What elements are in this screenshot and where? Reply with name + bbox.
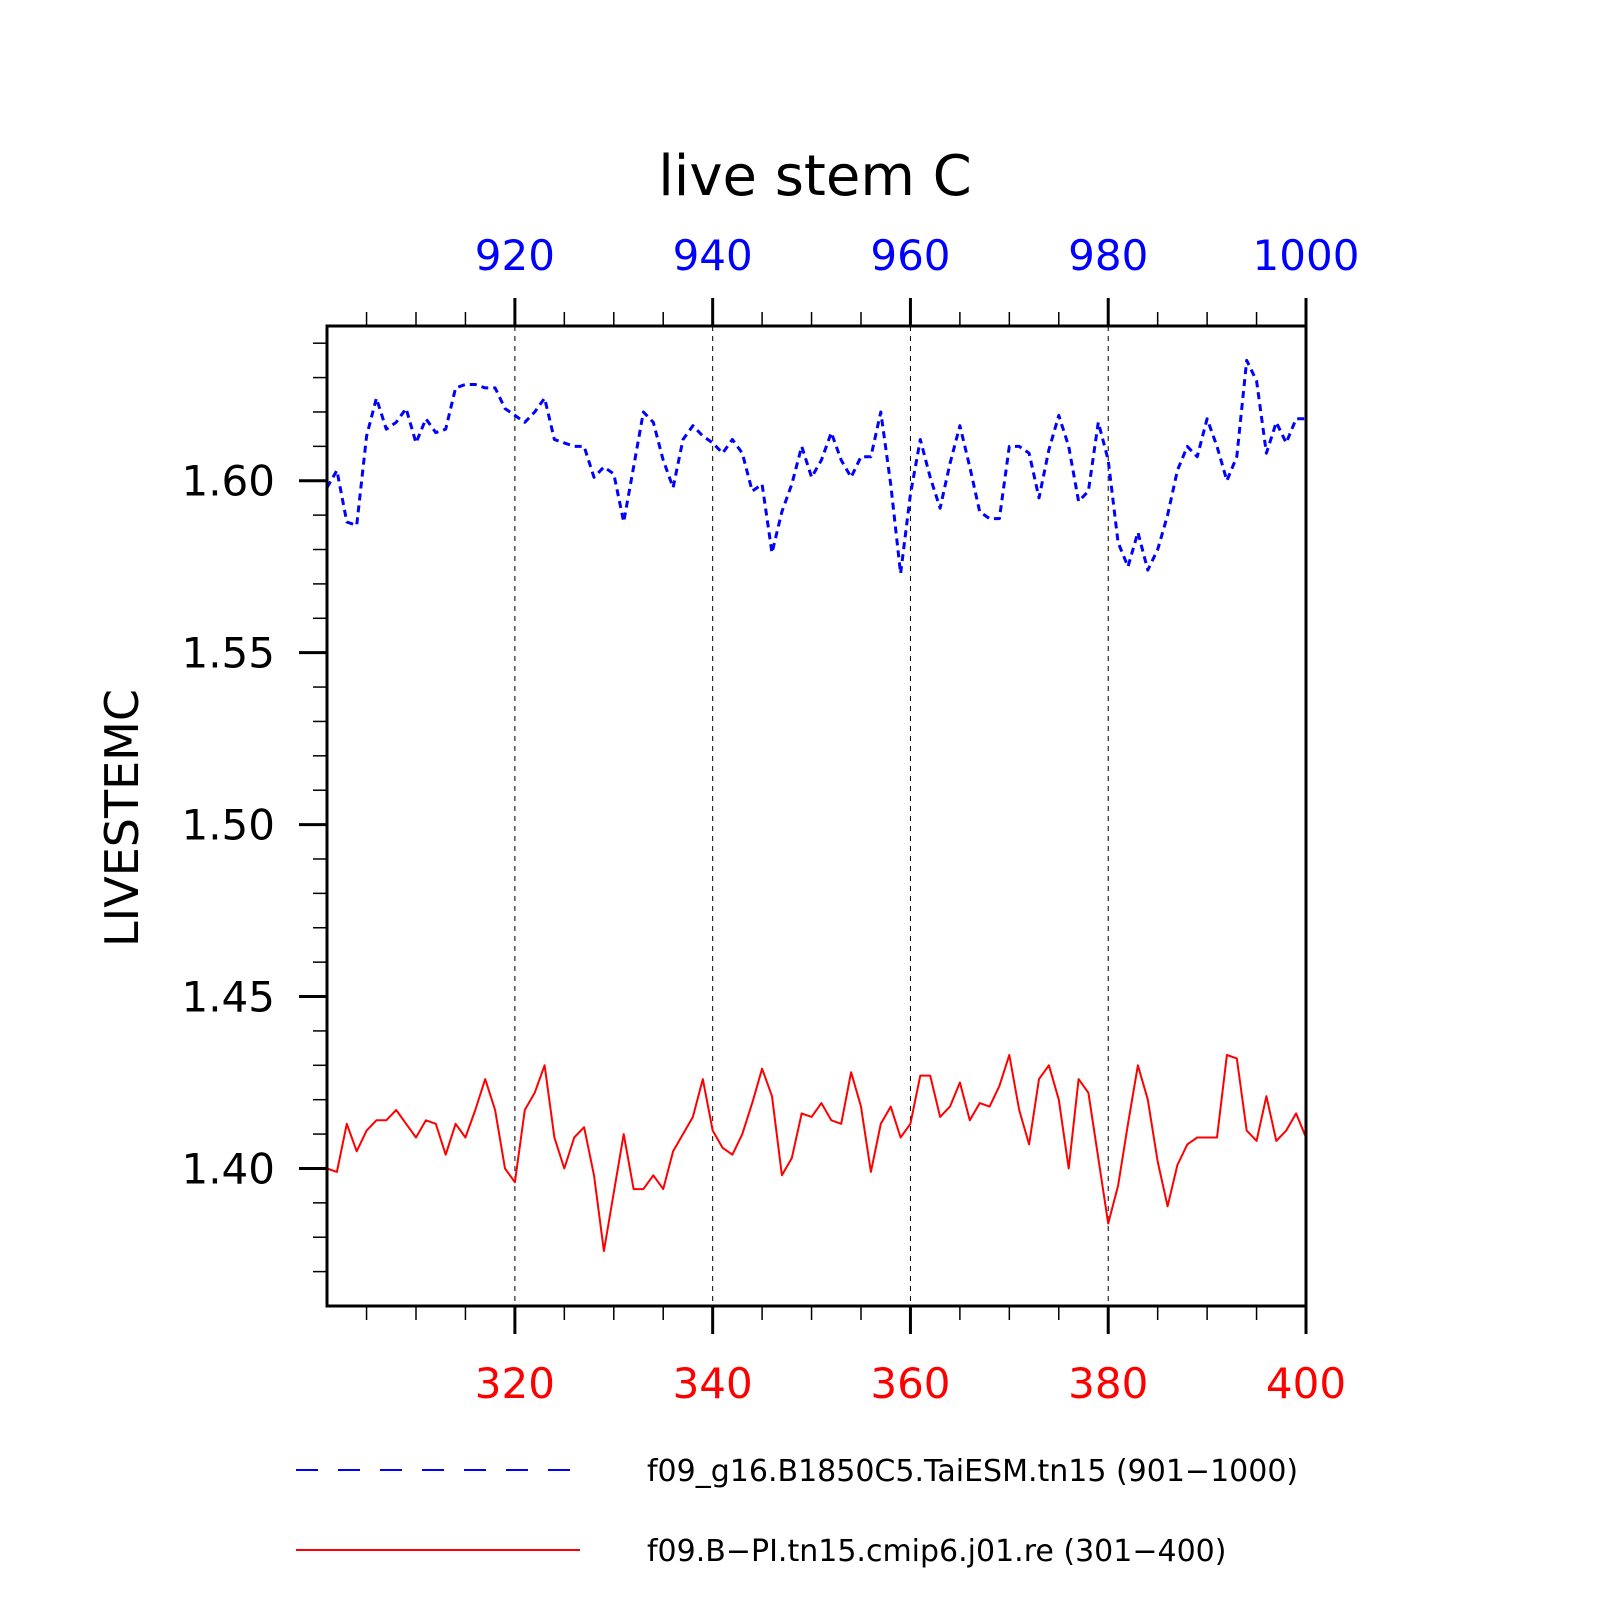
legend-label-blue: f09_g16.B1850C5.TaiESM.tn15 (901−1000) [647,1454,1298,1489]
series-layer [325,358,1307,1252]
y-tick-label-1.60: 1.60 [181,457,275,506]
legend: f09_g16.B1850C5.TaiESM.tn15 (901−1000) f… [296,1454,1298,1569]
y-tick-label-1.55: 1.55 [181,629,275,678]
top-tick-label-960: 960 [870,231,950,280]
plot-frame [325,324,1308,1308]
series-line-red [326,1054,1307,1252]
legend-label-red: f09.B−PI.tn15.cmip6.j01.re (301−400) [647,1534,1226,1569]
y-tick-label-1.50: 1.50 [181,801,275,850]
tick-marks [299,298,1308,1334]
bottom-tick-label-380: 380 [1068,1359,1148,1408]
tick-labels: 320 340 360 380 400 920 940 960 980 1000 1.40 1.45 1… [181,231,1359,1408]
y-tick-label-1.40: 1.40 [181,1144,275,1193]
chart-title: live stem C [658,144,972,209]
top-tick-label-980: 980 [1068,231,1148,280]
y-axis-label: LIVESTEMC [95,689,149,947]
bottom-tick-label-320: 320 [475,1359,555,1408]
bottom-tick-label-360: 360 [870,1359,950,1408]
top-tick-label-1000: 1000 [1253,231,1360,280]
series-line-blue [325,358,1306,576]
y-tick-label-1.45: 1.45 [181,973,275,1022]
bottom-tick-label-340: 340 [673,1359,753,1408]
bottom-tick-label-400: 400 [1266,1359,1346,1408]
top-tick-label-920: 920 [475,231,555,280]
top-tick-label-940: 940 [673,231,753,280]
